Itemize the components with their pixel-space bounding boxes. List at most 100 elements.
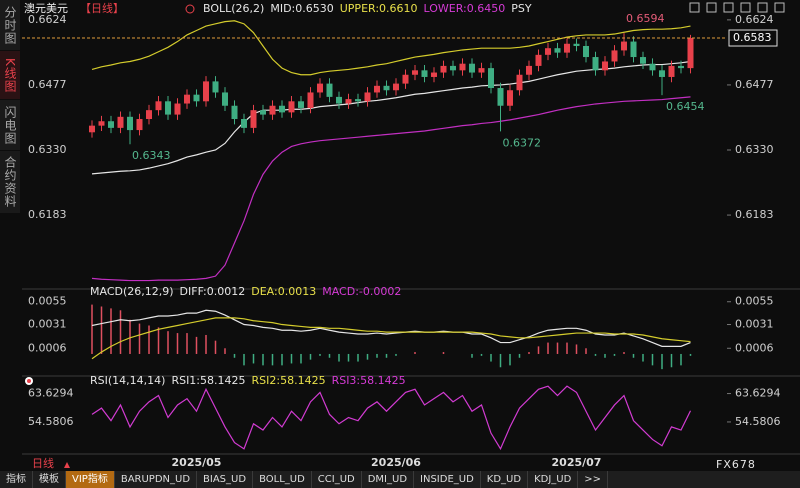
tab-contract[interactable]: 合约资料 bbox=[0, 151, 20, 213]
period-arrow[interactable] bbox=[64, 462, 70, 468]
indicator-icon-dot bbox=[27, 379, 31, 383]
candle-body bbox=[279, 105, 285, 113]
legend-item: PSY bbox=[511, 2, 532, 15]
indicator-tab[interactable]: DMI_UD bbox=[362, 471, 415, 488]
y-tick-label-left: 0.6477 bbox=[28, 78, 67, 91]
x-tick-label: 2025/05 bbox=[172, 456, 222, 469]
extreme-label: 0.6343 bbox=[132, 149, 171, 162]
candle-body bbox=[687, 38, 694, 69]
candle-body bbox=[488, 68, 494, 89]
indicator-tab[interactable]: 模板 bbox=[33, 471, 66, 488]
y-tick-label-left: 54.5806 bbox=[28, 415, 74, 428]
legend-item: BOLL(26,2) bbox=[203, 2, 264, 15]
y-tick-label-right: 63.6294 bbox=[735, 387, 781, 400]
candle-body bbox=[288, 101, 295, 113]
indicator-tab[interactable]: BIAS_UD bbox=[197, 471, 254, 488]
y-tick-label-right: 0.6624 bbox=[735, 13, 774, 26]
candle-body bbox=[459, 63, 466, 71]
candle-body bbox=[108, 121, 114, 128]
candle-body bbox=[222, 92, 228, 106]
candle-body bbox=[383, 85, 390, 91]
y-tick-label-left: 0.0055 bbox=[28, 295, 67, 308]
candle-body bbox=[203, 81, 209, 102]
x-tick-label: 2025/06 bbox=[371, 456, 421, 469]
brand: FX678 bbox=[716, 458, 756, 471]
indicator-tab[interactable]: INSIDE_UD bbox=[414, 471, 481, 488]
legend-item: MACD:-0.0002 bbox=[322, 285, 401, 298]
boll-upper bbox=[91, 20, 691, 76]
indicator-tab[interactable]: BARUPDN_UD bbox=[115, 471, 198, 488]
indicator-tab[interactable]: KDJ_UD bbox=[528, 471, 579, 488]
period-button: 日线 bbox=[32, 456, 54, 470]
add-icon bbox=[185, 4, 195, 14]
boll-mid bbox=[91, 60, 691, 175]
candle-body bbox=[440, 65, 447, 73]
candle-body bbox=[127, 116, 133, 131]
y-tick-label-right: 0.0055 bbox=[735, 295, 774, 308]
candle-body bbox=[668, 65, 675, 77]
icon[interactable] bbox=[774, 2, 785, 13]
candle-body bbox=[355, 99, 361, 102]
candle-body bbox=[174, 103, 181, 115]
legend: RSI(14,14,14) RSI1:58.1425 RSI2:58.1425 RSI… bbox=[90, 374, 406, 387]
legend-item: DEA:0.0013 bbox=[251, 285, 316, 298]
diff-line bbox=[91, 309, 691, 347]
toolbar-icons bbox=[689, 2, 785, 13]
indicator-tab[interactable]: BOLL_UD bbox=[253, 471, 312, 488]
indicator-tab[interactable]: 指标 bbox=[0, 471, 33, 488]
tab-kline[interactable]: K线图 bbox=[0, 51, 20, 99]
legend-item: MID:0.6530 bbox=[270, 2, 333, 15]
icon[interactable] bbox=[757, 2, 768, 13]
candle-body bbox=[431, 72, 437, 77]
x-tick-label: 2025/07 bbox=[552, 456, 602, 469]
candle-body bbox=[269, 105, 276, 115]
icon[interactable] bbox=[723, 2, 734, 13]
legend-item: DIFF:0.0012 bbox=[180, 285, 246, 298]
tab-timeshare[interactable]: 分时图 bbox=[0, 0, 20, 50]
candle-body bbox=[678, 65, 684, 69]
legend-item: RSI3:58.1425 bbox=[332, 374, 406, 387]
candle-body bbox=[602, 61, 608, 71]
candle-body bbox=[469, 63, 475, 73]
candle-body bbox=[393, 83, 399, 91]
candle-body bbox=[450, 65, 456, 71]
indicator-tab[interactable]: CCI_UD bbox=[312, 471, 362, 488]
candle-body bbox=[155, 101, 162, 111]
y-tick-label-left: 0.6330 bbox=[28, 143, 67, 156]
icon[interactable] bbox=[706, 2, 717, 13]
candle-body bbox=[478, 68, 485, 73]
candle-body bbox=[260, 110, 266, 115]
y-tick-label-left: 0.0006 bbox=[28, 341, 67, 354]
candle-body bbox=[402, 74, 409, 84]
candle-body bbox=[630, 41, 637, 58]
candle-body bbox=[412, 70, 418, 75]
candle-body bbox=[573, 43, 580, 46]
candle-body bbox=[212, 81, 219, 93]
legend: BOLL(26,2) MID:0.6530 UPPER:0.6610 LOWER:0.… bbox=[203, 2, 532, 15]
candle-body bbox=[336, 96, 342, 104]
candle-body bbox=[298, 101, 304, 108]
candle-body bbox=[545, 48, 551, 55]
symbol-title: 澳元美元 bbox=[24, 2, 68, 15]
candle-body bbox=[193, 94, 200, 102]
candle-body bbox=[421, 70, 428, 77]
y-tick-label-right: 0.6183 bbox=[735, 208, 774, 221]
y-tick-label-left: 0.6183 bbox=[28, 208, 67, 221]
rsi-line bbox=[91, 385, 692, 451]
icon[interactable] bbox=[689, 2, 700, 13]
tab-flash[interactable]: 闪电图 bbox=[0, 100, 20, 150]
candle-body bbox=[659, 70, 665, 77]
y-tick-label-right: 0.6477 bbox=[735, 78, 774, 91]
icon[interactable] bbox=[740, 2, 751, 13]
background bbox=[0, 0, 800, 471]
indicator-tab[interactable]: VIP指标 bbox=[66, 471, 115, 488]
candle-body bbox=[516, 74, 523, 91]
y-tick-label-left: 63.6294 bbox=[28, 387, 74, 400]
candle-body bbox=[89, 125, 95, 133]
candle-body bbox=[184, 94, 190, 104]
indicator-tab[interactable]: >> bbox=[578, 471, 609, 488]
candle-body bbox=[98, 121, 105, 126]
chart: 澳元美元 【日线】 BOLL(26,2) MID:0.6530 UPPER:0.6610… bbox=[0, 0, 800, 471]
indicator-tab[interactable]: KD_UD bbox=[481, 471, 529, 488]
